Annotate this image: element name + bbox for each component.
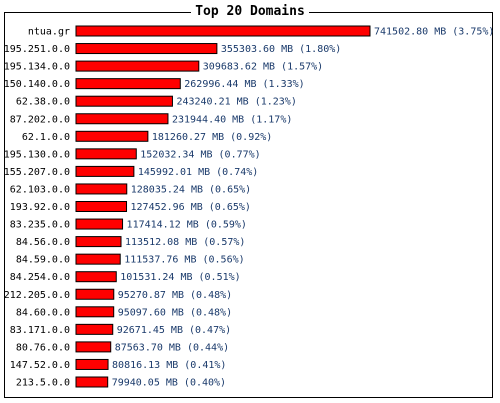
bar — [75, 130, 149, 142]
value-label: 309683.62 MB (1.57%) — [203, 62, 323, 73]
bar — [75, 60, 200, 72]
value-label: 152032.34 MB (0.77%) — [140, 149, 260, 160]
category-label: 195.130.0.0 — [4, 149, 70, 160]
value-label: 95097.60 MB (0.48%) — [118, 307, 232, 318]
category-label: 62.1.0.0 — [22, 132, 70, 143]
value-label: 145992.01 MB (0.74%) — [138, 167, 258, 178]
chart-title: Top 20 Domains — [0, 4, 500, 20]
value-label: 117414.12 MB (0.59%) — [127, 220, 247, 231]
bar — [75, 358, 109, 370]
category-label: 147.52.0.0 — [10, 360, 70, 371]
value-label: 127452.96 MB (0.65%) — [131, 202, 251, 213]
category-label: 195.251.0.0 — [4, 44, 70, 55]
value-label: 92671.45 MB (0.47%) — [117, 325, 231, 336]
value-label: 181260.27 MB (0.92%) — [152, 132, 272, 143]
category-label: 212.205.0.0 — [4, 290, 70, 301]
category-label: 155.207.0.0 — [4, 167, 70, 178]
category-label: 84.56.0.0 — [16, 237, 70, 248]
category-label: ntua.gr — [28, 27, 70, 38]
bar — [75, 236, 122, 248]
bar — [75, 113, 169, 125]
bar — [75, 25, 371, 37]
category-label: 62.38.0.0 — [16, 97, 70, 108]
value-label: 79940.05 MB (0.40%) — [112, 378, 226, 389]
category-label: 83.235.0.0 — [10, 220, 70, 231]
value-label: 231944.40 MB (1.17%) — [172, 114, 292, 125]
bar — [75, 341, 112, 353]
value-label: 80816.13 MB (0.41%) — [112, 360, 226, 371]
value-label: 243240.21 MB (1.23%) — [176, 97, 296, 108]
bar — [75, 218, 124, 230]
category-label: 150.140.0.0 — [4, 79, 70, 90]
category-label: 84.254.0.0 — [10, 272, 70, 283]
bar — [75, 43, 218, 55]
bar — [75, 376, 109, 388]
value-label: 111537.76 MB (0.56%) — [124, 255, 244, 266]
category-label: 83.171.0.0 — [10, 325, 70, 336]
value-label: 87563.70 MB (0.44%) — [115, 342, 229, 353]
category-label: 84.59.0.0 — [16, 255, 70, 266]
bar — [75, 78, 181, 90]
category-label: 195.134.0.0 — [4, 62, 70, 73]
bar — [75, 306, 115, 318]
bar — [75, 323, 114, 335]
category-label: 80.76.0.0 — [16, 342, 70, 353]
bar — [75, 183, 128, 195]
value-label: 741502.80 MB (3.75%) — [374, 27, 494, 38]
bar — [75, 165, 135, 177]
value-label: 95270.87 MB (0.48%) — [118, 290, 232, 301]
value-label: 355303.60 MB (1.80%) — [221, 44, 341, 55]
bar — [75, 95, 173, 107]
category-label: 84.60.0.0 — [16, 307, 70, 318]
value-label: 262996.44 MB (1.33%) — [184, 79, 304, 90]
bar — [75, 148, 137, 160]
value-label: 101531.24 MB (0.51%) — [120, 272, 240, 283]
bar — [75, 253, 121, 265]
value-label: 113512.08 MB (0.57%) — [125, 237, 245, 248]
category-label: 87.202.0.0 — [10, 114, 70, 125]
bar — [75, 288, 115, 300]
category-label: 213.5.0.0 — [16, 378, 70, 389]
bar — [75, 271, 117, 283]
bar — [75, 201, 128, 212]
category-label: 62.103.0.0 — [10, 184, 70, 195]
value-label: 128035.24 MB (0.65%) — [131, 184, 251, 195]
category-label: 193.92.0.0 — [10, 202, 70, 213]
